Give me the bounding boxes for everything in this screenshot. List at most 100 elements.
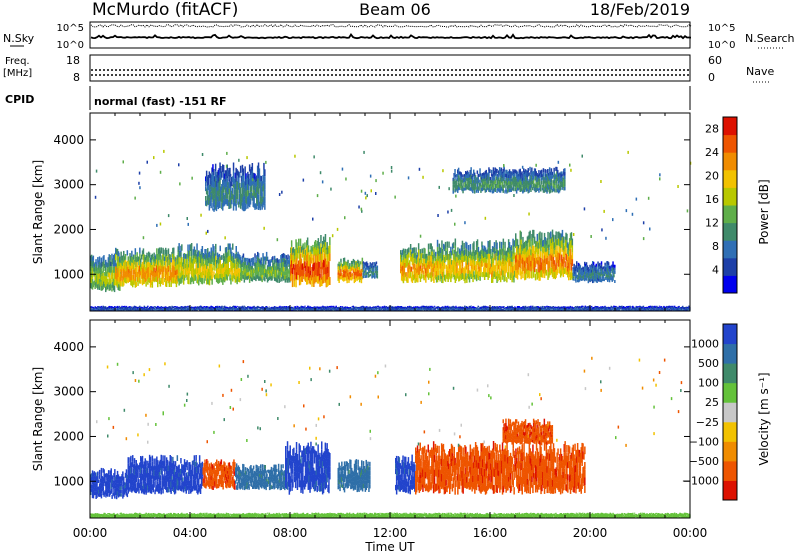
data-cell xyxy=(201,309,204,311)
data-cell xyxy=(229,243,231,250)
data-cell xyxy=(199,253,202,259)
data-cell xyxy=(99,308,102,310)
data-cell xyxy=(512,186,514,191)
data-cell xyxy=(535,241,538,247)
data-cell xyxy=(603,266,605,269)
data-cell xyxy=(585,268,588,272)
data-cell xyxy=(477,173,479,177)
data-cell xyxy=(211,173,213,181)
data-cell xyxy=(172,309,174,311)
data-cell xyxy=(248,262,250,266)
data-cell xyxy=(232,202,235,211)
data-cell xyxy=(257,186,260,195)
data-cell xyxy=(366,261,368,265)
data-cell xyxy=(517,254,520,260)
data-cell xyxy=(355,268,357,272)
data-cell xyxy=(205,249,207,255)
data-cell xyxy=(506,255,508,262)
data-cell xyxy=(293,280,296,287)
freq-right-tick-top: 60 xyxy=(708,54,722,67)
data-cell xyxy=(162,307,164,309)
data-cell xyxy=(572,276,574,279)
data-cell xyxy=(123,262,125,269)
data-cell xyxy=(202,266,204,271)
data-cell xyxy=(431,251,433,257)
data-cell xyxy=(113,307,115,309)
data-cell xyxy=(98,306,100,308)
data-cell xyxy=(240,270,243,274)
data-cell xyxy=(205,188,208,195)
data-cell xyxy=(155,277,157,282)
data-cell xyxy=(260,272,262,277)
data-cell xyxy=(406,249,408,255)
data-cell xyxy=(116,309,119,310)
data-cell xyxy=(484,262,487,268)
data-cell xyxy=(469,271,472,277)
data-cell xyxy=(483,267,485,272)
data-cell xyxy=(107,307,110,309)
data-cell xyxy=(449,259,451,265)
data-cell xyxy=(229,201,231,209)
data-cell xyxy=(574,271,576,275)
data-cell xyxy=(248,266,251,271)
power-data-layer xyxy=(90,149,692,312)
data-cell xyxy=(102,267,104,273)
data-cell xyxy=(202,261,204,267)
data-cell xyxy=(497,270,499,277)
data-cell xyxy=(444,248,447,256)
data-cell xyxy=(139,265,141,272)
data-cell xyxy=(246,190,248,198)
data-cell xyxy=(584,266,587,270)
data-cell xyxy=(269,272,271,276)
data-cell xyxy=(190,256,193,263)
data-cell xyxy=(327,254,329,261)
data-cell xyxy=(104,275,106,280)
data-cell xyxy=(143,269,146,275)
data-cell xyxy=(234,263,237,269)
data-cell xyxy=(556,183,558,189)
data-cell xyxy=(497,255,499,261)
data-cell xyxy=(371,273,373,276)
data-cell xyxy=(435,270,438,277)
data-cell xyxy=(95,277,97,283)
data-cell xyxy=(157,308,160,310)
data-cell xyxy=(212,308,214,310)
data-cell xyxy=(560,177,562,181)
data-cell xyxy=(480,263,482,268)
data-cell xyxy=(242,262,245,267)
data-cell xyxy=(347,266,349,270)
data-cell xyxy=(492,171,495,176)
data-cell xyxy=(491,252,494,259)
data-cell xyxy=(363,265,365,269)
data-cell xyxy=(242,175,245,183)
data-cell xyxy=(602,271,605,274)
data-cell xyxy=(428,260,431,265)
data-cell xyxy=(136,262,138,268)
data-cell xyxy=(185,308,187,310)
data-cell xyxy=(155,263,157,269)
data-cell xyxy=(193,246,196,253)
data-cell xyxy=(142,254,145,261)
data-cell xyxy=(479,171,481,176)
data-cell xyxy=(212,307,214,309)
data-cell xyxy=(212,171,214,180)
data-cell xyxy=(562,177,564,182)
data-cell xyxy=(284,260,287,264)
data-cell xyxy=(267,277,270,281)
data-cell xyxy=(576,268,578,272)
data-cell xyxy=(215,308,218,310)
data-cell xyxy=(464,184,466,188)
data-cell xyxy=(576,264,578,268)
data-cell xyxy=(558,231,560,239)
data-cell xyxy=(178,250,180,258)
data-cell xyxy=(402,248,405,255)
data-cell xyxy=(244,308,246,310)
data-cell xyxy=(222,165,225,172)
data-cell xyxy=(190,257,192,265)
data-cell xyxy=(410,276,413,282)
data-cell xyxy=(217,264,220,270)
data-cell xyxy=(281,258,283,264)
data-cell xyxy=(476,187,479,191)
data-cell xyxy=(579,268,582,272)
data-cell xyxy=(517,176,520,180)
